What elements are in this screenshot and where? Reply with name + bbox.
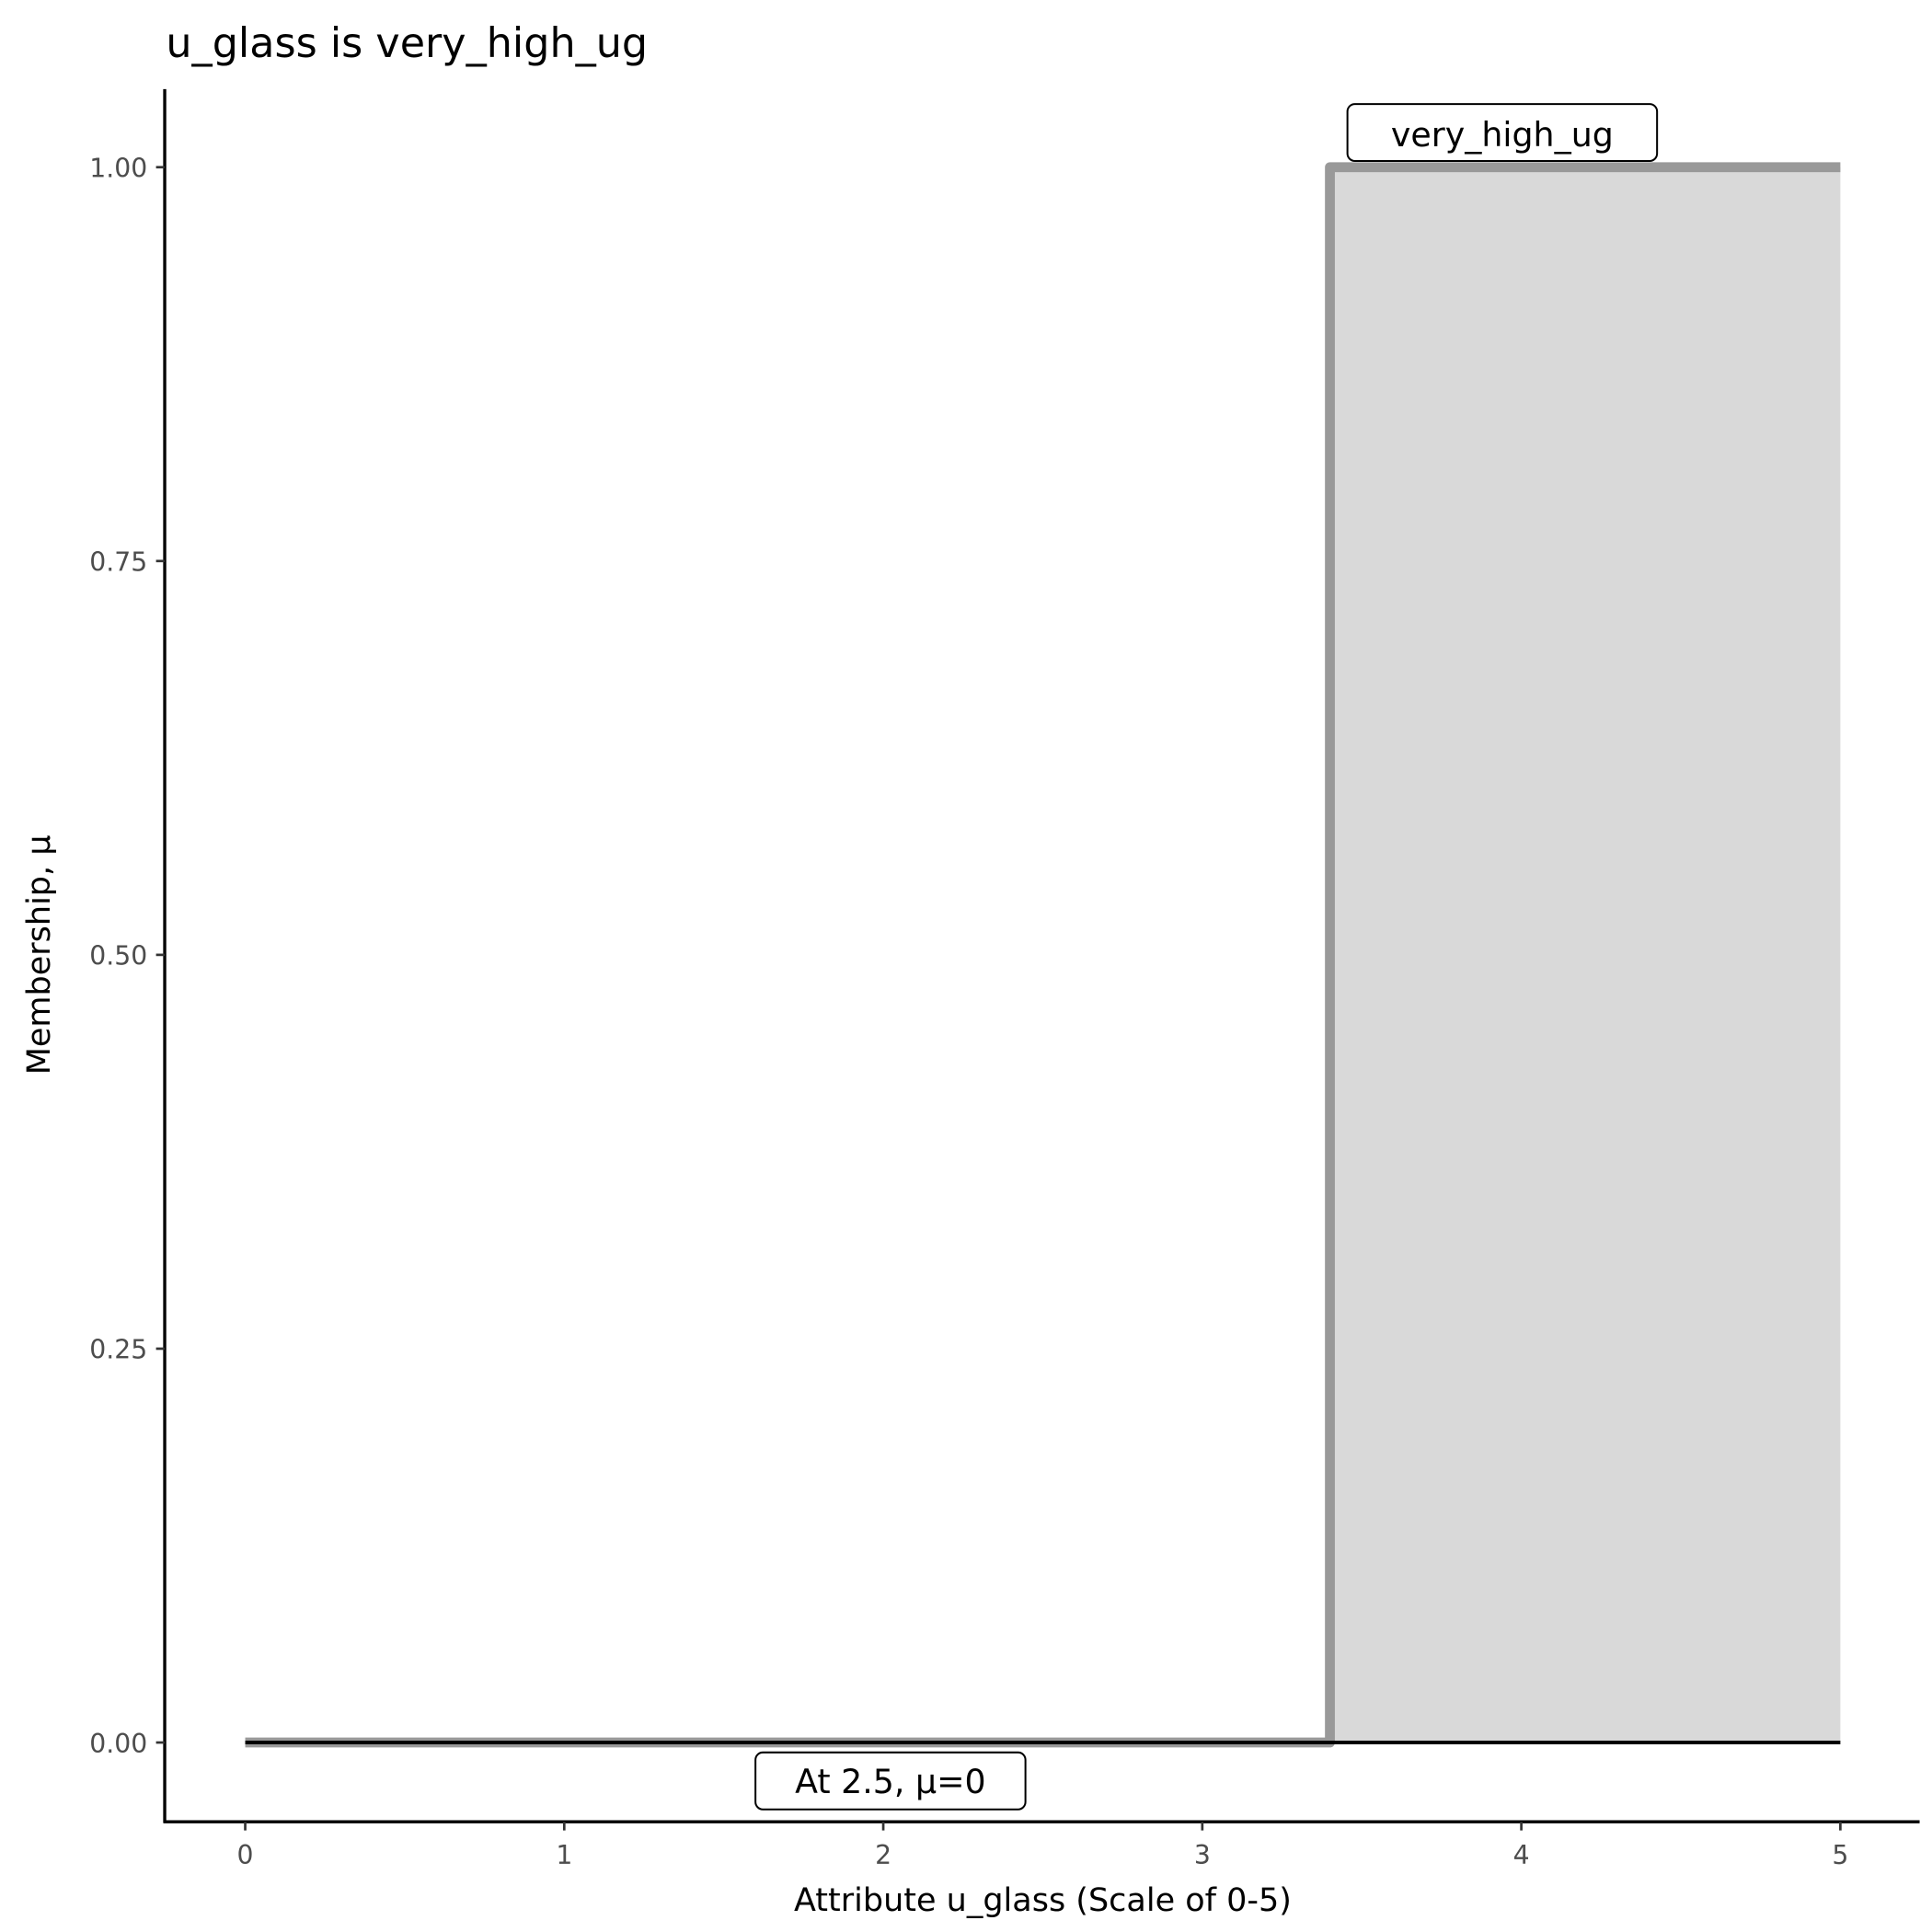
x-tick-label: 2: [875, 1840, 891, 1870]
x-axis-title: Attribute u_glass (Scale of 0-5): [794, 1882, 1292, 1919]
chart-title: u_glass is very_high_ug: [166, 20, 648, 67]
annotation-box: [1346, 103, 1659, 163]
x-tick-label: 5: [1832, 1840, 1848, 1870]
y-tick-label: 1.00: [89, 154, 147, 184]
annotations: very_high_ug At 2.5, μ=0: [754, 103, 1659, 1811]
x-ticks: 0 1 2 3 4 5: [237, 1822, 1848, 1870]
series-fill-area: [245, 167, 1841, 1743]
x-tick-label: 4: [1513, 1840, 1530, 1870]
y-tick-label: 0.50: [89, 941, 147, 972]
y-tick-label: 0.00: [89, 1729, 147, 1759]
y-tick-label: 0.25: [89, 1335, 147, 1365]
y-axis-title: Membership, μ: [21, 834, 58, 1075]
annotation-label: At 2.5, μ=0: [795, 1762, 986, 1801]
y-tick-label: 0.75: [89, 547, 147, 578]
x-tick-label: 3: [1194, 1840, 1211, 1870]
annotation-label: very_high_ug: [1391, 115, 1614, 155]
y-ticks: 0.00 0.25 0.50 0.75 1.00: [89, 154, 166, 1759]
x-tick-label: 0: [237, 1840, 254, 1870]
plot-area: [245, 162, 1841, 1748]
x-tick-label: 1: [556, 1840, 572, 1870]
annotation-box: [754, 1751, 1027, 1811]
